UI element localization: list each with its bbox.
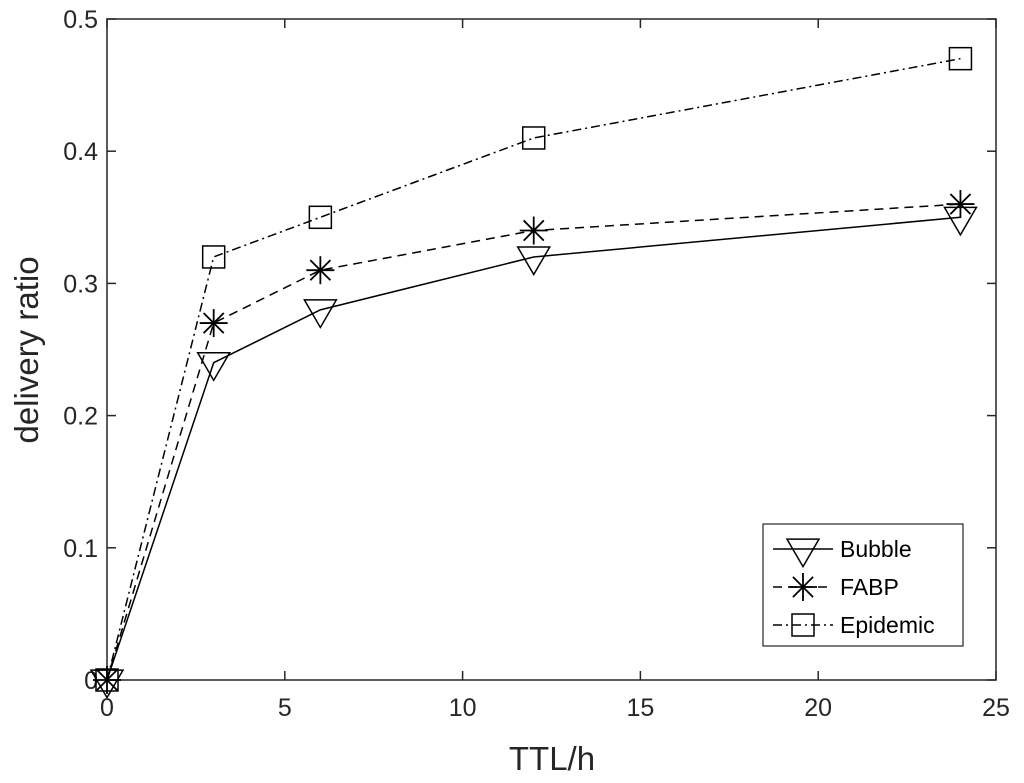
- square-marker-shape: [201, 245, 226, 269]
- asterisk-stroke: [523, 219, 545, 242]
- series-line-bubble: [106, 216, 961, 681]
- legend-label-fabp: FABP: [840, 574, 899, 600]
- y-tick-label: 0.3: [63, 270, 98, 298]
- y-axis-title: delivery ratio: [8, 256, 45, 443]
- square-marker-shape: [95, 668, 119, 692]
- y-tick-label: 0.5: [63, 6, 98, 34]
- asterisk-stroke: [202, 312, 225, 334]
- x-axis-ticks: 0 5 10 15 20 25: [100, 19, 1010, 722]
- x-tick-label: 15: [626, 694, 654, 722]
- legend-marker-epidemic: [791, 613, 815, 637]
- x-tick-label: 20: [804, 694, 832, 722]
- square-marker-shape: [521, 126, 546, 150]
- data-point-fabp: [306, 256, 335, 285]
- triangle-down-marker-shape: [516, 246, 552, 277]
- square-marker-shape: [948, 46, 973, 71]
- y-tick-label: 0: [84, 667, 98, 695]
- data-point-epidemic: [95, 668, 119, 692]
- data-point-epidemic: [201, 245, 226, 269]
- square-marker-shape: [791, 613, 815, 637]
- y-tick-label: 0.2: [63, 403, 98, 431]
- triangle-down-marker-shape: [303, 299, 338, 329]
- data-point-fabp: [946, 190, 975, 219]
- series-line-epidemic: [106, 57, 961, 681]
- x-tick-label: 10: [449, 694, 477, 722]
- data-point-bubble: [516, 246, 552, 277]
- legend-label-bubble: Bubble: [840, 536, 912, 562]
- data-point-fabp: [519, 216, 548, 245]
- x-tick-label: 5: [278, 694, 292, 722]
- triangle-down-marker-shape: [196, 352, 231, 382]
- x-tick-label: 25: [982, 694, 1010, 722]
- asterisk-stroke: [792, 576, 814, 598]
- legend-marker-bubble: [785, 538, 821, 569]
- data-point-bubble: [196, 352, 231, 382]
- series-markers: [89, 46, 978, 700]
- asterisk-stroke: [309, 259, 332, 281]
- legend-label-epidemic: Epidemic: [840, 612, 935, 638]
- data-point-epidemic: [521, 126, 546, 150]
- data-point-bubble: [303, 299, 338, 329]
- series-lines: [106, 57, 961, 681]
- series-line-fabp: [106, 203, 961, 681]
- legend-marker-fabp: [789, 573, 817, 601]
- x-axis-title: TTL/h: [509, 740, 595, 777]
- x-tick-label: 0: [100, 694, 114, 722]
- y-axis-ticks: 0 0.1 0.2 0.3 0.4 0.5: [63, 6, 996, 695]
- triangle-down-marker-shape: [785, 538, 821, 569]
- y-tick-label: 0.4: [63, 138, 98, 166]
- data-point-epidemic: [308, 205, 333, 230]
- legend: Bubble FABP Epidemic: [762, 523, 964, 647]
- asterisk-stroke: [96, 669, 118, 691]
- square-marker-shape: [308, 205, 333, 230]
- asterisk-stroke: [949, 193, 972, 215]
- data-point-fabp: [199, 309, 228, 338]
- y-tick-label: 0.1: [63, 535, 98, 563]
- data-point-epidemic: [948, 46, 973, 71]
- data-point-fabp: [93, 666, 121, 694]
